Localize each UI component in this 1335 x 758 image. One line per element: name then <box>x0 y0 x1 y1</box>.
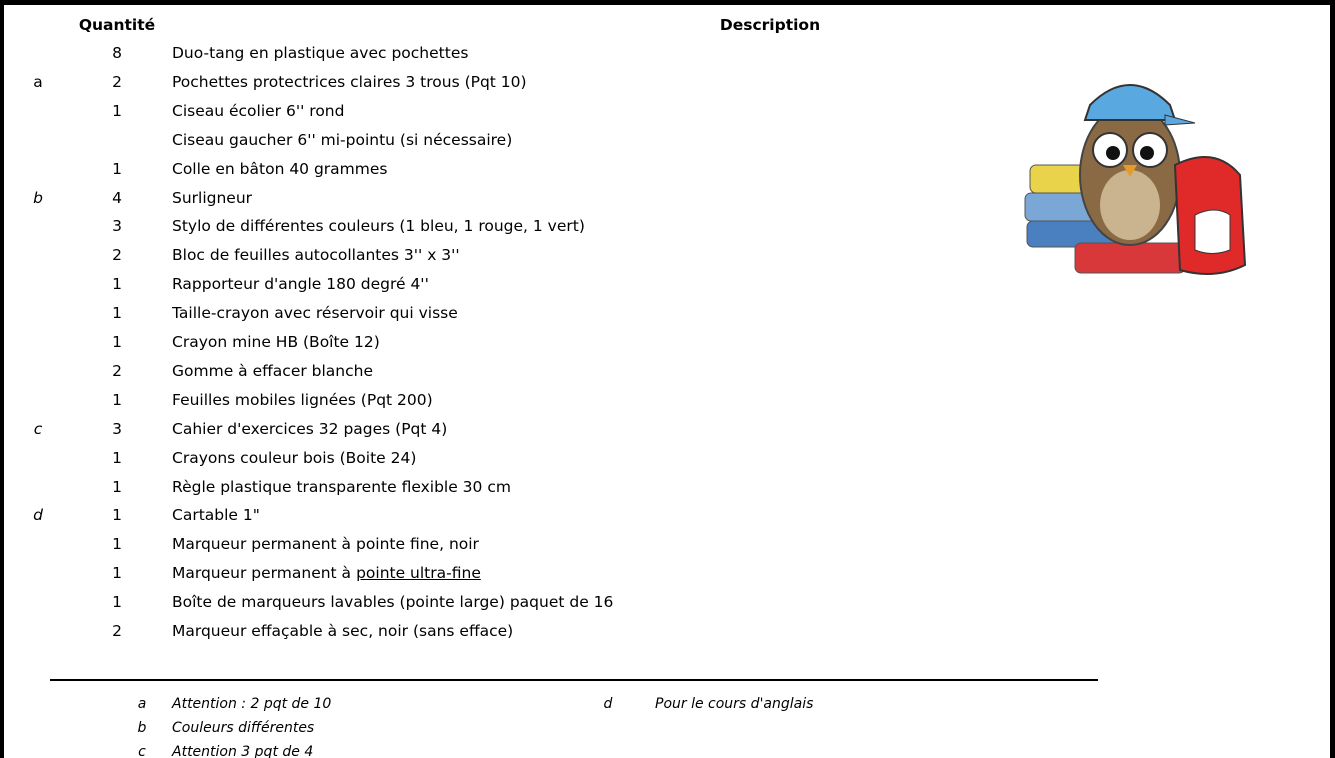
note-text: Pour le cours d'anglais <box>655 694 813 714</box>
note-text: Attention 3 pqt de 4 <box>172 742 313 758</box>
quantity: 2 <box>97 72 137 92</box>
note-letter: b <box>134 718 150 738</box>
description: Ciseau gaucher 6'' mi-pointu (si nécessa… <box>172 130 512 150</box>
description: Cahier d'exercices 32 pages (Pqt 4) <box>172 419 447 439</box>
description: Gomme à effacer blanche <box>172 361 373 381</box>
description-underlined: pointe ultra-fine <box>356 564 481 582</box>
quantity: 1 <box>97 592 137 612</box>
description: Crayons couleur bois (Boite 24) <box>172 448 416 468</box>
description-text: Règle plastique transparente flexible 30… <box>172 478 511 496</box>
description-text: Marqueur effaçable à sec, noir (sans eff… <box>172 622 513 640</box>
quantity: 4 <box>97 188 137 208</box>
page: Quantité Description 8 Duo-tang en plasti… <box>0 0 1335 758</box>
note-letter: a <box>134 694 150 714</box>
owl-illustration <box>1015 65 1255 295</box>
description-text: Pochettes protectrices claires 3 trous (… <box>172 73 527 91</box>
description-text: Boîte de marqueurs lavables (pointe larg… <box>172 593 613 611</box>
description: Rapporteur d'angle 180 degré 4'' <box>172 274 429 294</box>
quantity-header: Quantité <box>72 15 162 35</box>
border-left <box>0 0 4 758</box>
note-text: Couleurs différentes <box>172 718 314 738</box>
description-text: Stylo de différentes couleurs (1 bleu, 1… <box>172 217 585 235</box>
quantity: 1 <box>97 534 137 554</box>
description: Marqueur effaçable à sec, noir (sans eff… <box>172 621 513 641</box>
quantity: 1 <box>97 477 137 497</box>
quantity: 1 <box>97 448 137 468</box>
description-text: Feuilles mobiles lignées (Pqt 200) <box>172 391 433 409</box>
description: Stylo de différentes couleurs (1 bleu, 1… <box>172 216 585 236</box>
description-text: Surligneur <box>172 189 252 207</box>
description-text: Ciseau gaucher 6'' mi-pointu (si nécessa… <box>172 131 512 149</box>
row-marker: d <box>25 505 51 525</box>
description: Taille-crayon avec réservoir qui visse <box>172 303 458 323</box>
description: Marqueur permanent à pointe ultra-fine <box>172 563 481 583</box>
description-text: Crayons couleur bois (Boite 24) <box>172 449 416 467</box>
description: Feuilles mobiles lignées (Pqt 200) <box>172 390 433 410</box>
notes-rule <box>50 679 1098 681</box>
border-top <box>0 0 1335 5</box>
description-text: Ciseau écolier 6'' rond <box>172 102 344 120</box>
quantity: 3 <box>97 216 137 236</box>
quantity: 3 <box>97 419 137 439</box>
description-text: Colle en bâton 40 grammes <box>172 160 388 178</box>
note-letter: c <box>134 742 150 758</box>
description-text: Bloc de feuilles autocollantes 3'' x 3'' <box>172 246 460 264</box>
quantity: 8 <box>97 43 137 63</box>
quantity: 1 <box>97 159 137 179</box>
description-text: Taille-crayon avec réservoir qui visse <box>172 304 458 322</box>
description-text: Rapporteur d'angle 180 degré 4'' <box>172 275 429 293</box>
description: Règle plastique transparente flexible 30… <box>172 477 511 497</box>
quantity: 1 <box>97 563 137 583</box>
description: Bloc de feuilles autocollantes 3'' x 3'' <box>172 245 460 265</box>
description: Surligneur <box>172 188 252 208</box>
description: Duo-tang en plastique avec pochettes <box>172 43 468 63</box>
quantity: 2 <box>97 245 137 265</box>
description: Marqueur permanent à pointe fine, noir <box>172 534 479 554</box>
border-right <box>1330 0 1335 758</box>
quantity: 1 <box>97 101 137 121</box>
description: Pochettes protectrices claires 3 trous (… <box>172 72 527 92</box>
row-marker: b <box>25 188 51 208</box>
quantity: 1 <box>97 274 137 294</box>
row-marker: a <box>25 72 51 92</box>
quantity: 2 <box>97 361 137 381</box>
note-text: Attention : 2 pqt de 10 <box>172 694 331 714</box>
description-text: Duo-tang en plastique avec pochettes <box>172 44 468 62</box>
description-text: Crayon mine HB (Boîte 12) <box>172 333 380 351</box>
quantity: 1 <box>97 332 137 352</box>
quantity: 2 <box>97 621 137 641</box>
description-text: Cartable 1" <box>172 506 260 524</box>
description-header: Description <box>670 15 870 35</box>
description-text: Gomme à effacer blanche <box>172 362 373 380</box>
quantity: 1 <box>97 505 137 525</box>
quantity: 1 <box>97 390 137 410</box>
description: Cartable 1" <box>172 505 260 525</box>
description: Ciseau écolier 6'' rond <box>172 101 344 121</box>
description-text: Marqueur permanent à pointe fine, noir <box>172 535 479 553</box>
description-text: Cahier d'exercices 32 pages (Pqt 4) <box>172 420 447 438</box>
quantity: 1 <box>97 303 137 323</box>
description: Colle en bâton 40 grammes <box>172 159 388 179</box>
description: Boîte de marqueurs lavables (pointe larg… <box>172 592 613 612</box>
note-letter: d <box>600 694 616 714</box>
row-marker: c <box>25 419 51 439</box>
description: Crayon mine HB (Boîte 12) <box>172 332 380 352</box>
description-text: Marqueur permanent à <box>172 564 351 582</box>
